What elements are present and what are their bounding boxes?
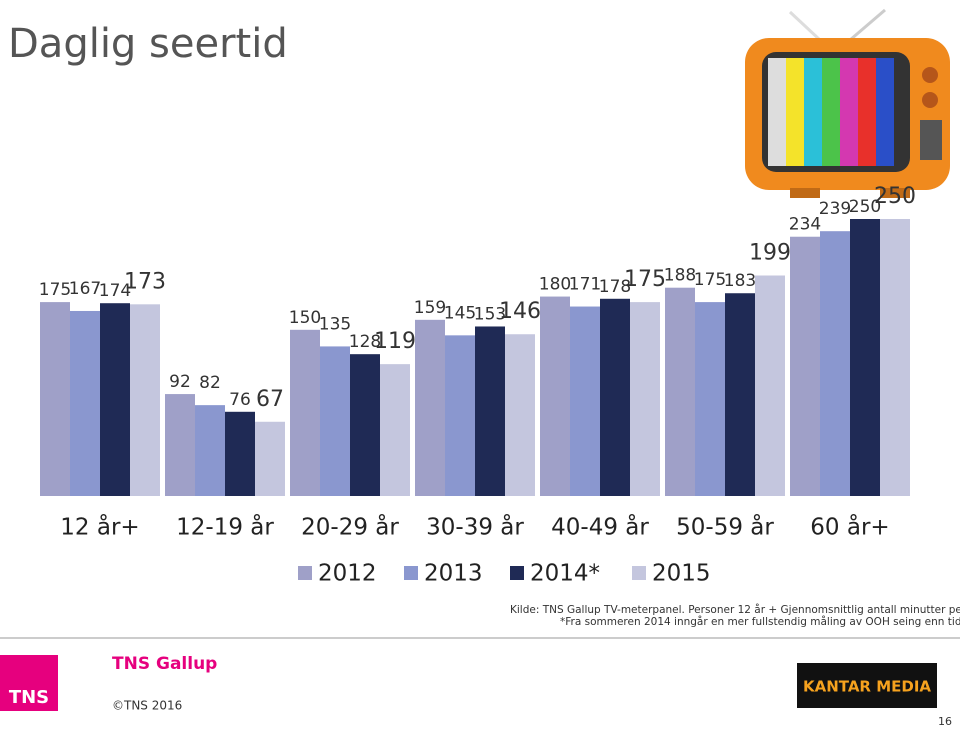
value-label: 178 [599,277,631,297]
x-tick-label: 30-39 år [426,513,524,541]
tns-logo [0,655,58,711]
x-tick-label: 50-59 år [676,513,774,541]
legend-label: 2015 [652,561,711,587]
value-label: 76 [229,390,251,410]
value-label: 153 [474,304,506,324]
value-label: 250 [849,197,881,217]
x-tick-label: 20-29 år [301,513,399,541]
x-tick-label: 12 år+ [60,513,139,541]
bar [695,302,725,496]
copyright: ©TNS 2016 [112,699,182,713]
x-tick-label: 40-49 år [551,513,649,541]
bar [630,302,660,496]
value-label: 119 [374,329,416,354]
bar [130,304,160,496]
value-label: 82 [199,373,221,393]
bar [725,293,755,496]
value-label: 175 [624,267,666,292]
value-label: 159 [414,298,446,318]
bar [445,335,475,496]
bar [70,310,100,496]
bar [570,306,600,496]
bar [255,421,285,496]
bar [350,354,380,496]
value-label: 146 [499,299,541,324]
value-label: 234 [789,215,821,235]
tns-logo-text: TNS [9,687,49,708]
value-label: 167 [69,279,101,299]
x-tick-label: 60 år+ [810,513,889,541]
bar [290,329,320,496]
bar [540,296,570,496]
value-label: 128 [349,332,381,352]
bar [195,405,225,496]
bar [380,364,410,496]
source-note: Kilde: TNS Gallup TV-meterpanel. Persone… [510,603,960,616]
chart-title: Daglig seertid [8,21,288,67]
value-label: 150 [289,308,321,328]
bar [790,236,820,496]
source-note: *Fra sommeren 2014 inngår en mer fullste… [560,615,960,628]
bar [820,231,850,497]
x-tick-label: 12-19 år [176,513,274,541]
legend-swatch [510,566,524,580]
value-label: 171 [569,275,601,295]
legend-label: 2012 [318,561,377,587]
value-label: 239 [819,199,851,219]
legend-swatch [298,566,312,580]
value-label: 145 [444,303,476,323]
brand: TNS Gallup [112,654,217,674]
bar [320,346,350,496]
bar [475,326,505,496]
legend-swatch [632,566,646,580]
bar [165,394,195,496]
bar [880,219,910,496]
legend-label: 2013 [424,561,483,587]
value-label: 175 [39,280,71,300]
kantar-logo [797,663,937,708]
value-label: 174 [99,281,131,301]
value-label: 180 [539,275,571,295]
page-number: 16 [938,715,952,728]
value-label: 199 [749,241,791,266]
value-label: 173 [124,269,166,294]
bar [600,298,630,496]
value-label: 188 [664,266,696,286]
bar [40,302,70,496]
bar [100,303,130,496]
bar [755,275,785,496]
legend-label: 2014* [530,561,600,587]
bar [225,411,255,496]
bar [505,334,535,496]
value-label: 135 [319,314,351,334]
value-label: 250 [874,184,916,209]
bar [850,219,880,496]
bar [665,287,695,496]
kantar-logo-text: KANTAR MEDIA [803,678,931,696]
legend-swatch [404,566,418,580]
value-label: 67 [256,387,284,412]
value-label: 92 [169,372,191,392]
bar [415,319,445,496]
value-label: 175 [694,270,726,290]
value-label: 183 [724,271,756,291]
tv-illustration [745,8,950,198]
